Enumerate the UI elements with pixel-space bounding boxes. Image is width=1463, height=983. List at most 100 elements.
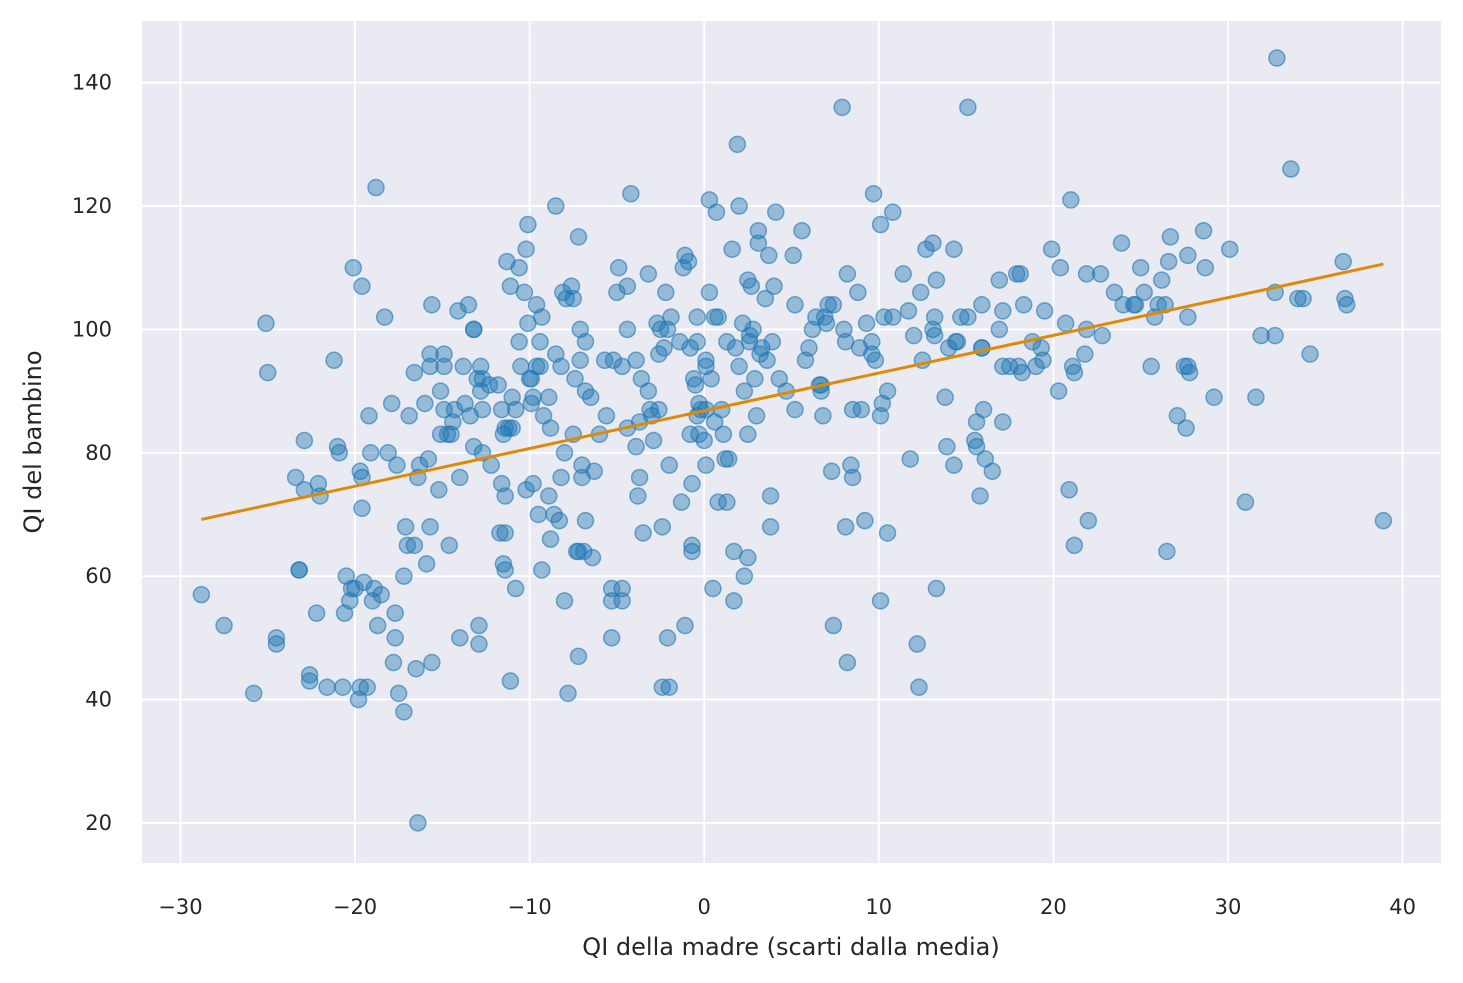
data-point [630,468,649,487]
data-point [597,407,616,425]
data-point [421,518,439,536]
data-point [547,197,565,215]
y-tick-label: 60 [85,564,112,588]
data-point [365,579,383,598]
data-point [192,585,211,604]
data-point [533,308,551,326]
data-point [496,561,514,579]
data-point [793,221,811,240]
data-point [653,678,672,696]
data-point [325,351,343,370]
grid-lines [142,21,1441,863]
data-point [257,314,275,333]
data-point [585,462,603,481]
data-point [749,221,768,240]
data-point [894,265,912,283]
data-point [739,548,757,567]
data-point [344,258,363,277]
data-point [925,326,944,345]
data-point [884,203,902,221]
data-point [719,450,738,468]
data-point [353,277,371,295]
data-point [658,629,677,647]
data-point [1196,258,1215,277]
data-point [938,437,956,456]
regression-line [201,262,1384,521]
data-point [417,555,436,573]
data-point [1161,228,1180,246]
data-point [215,616,233,635]
data-point [1062,191,1080,209]
data-point [1056,314,1075,333]
data-point [506,400,525,419]
data-point [613,592,631,610]
data-point [1112,234,1131,252]
x-tick-label: 10 [865,895,892,919]
data-point [368,616,387,635]
data-point [300,666,319,684]
data-point [440,536,459,555]
data-point [849,283,867,302]
y-tick-label: 40 [85,688,112,712]
data-point [1091,265,1110,283]
data-point [1126,296,1145,314]
data-point [353,499,371,518]
data-point [967,437,986,456]
data-point [1337,296,1356,314]
x-tick-label: −10 [507,895,551,919]
data-point [1135,283,1153,302]
data-point [911,283,930,302]
data-point [464,320,483,339]
data-point [884,308,902,326]
data-point [618,320,637,339]
data-point [700,283,719,302]
data-point [400,407,418,425]
data-point [552,357,570,376]
y-axis-label: QI del bambino [19,350,47,533]
data-point [540,487,558,505]
data-point [747,407,766,425]
data-point [258,363,277,382]
data-point [389,684,408,703]
y-tick-label: 120 [72,194,112,218]
data-point [1336,289,1354,308]
data-point [555,592,574,610]
data-point [765,277,783,295]
data-point [613,579,631,598]
y-tick-label: 80 [85,441,112,465]
data-point [1060,481,1078,499]
data-point [824,296,843,314]
data-point [290,561,308,579]
data-point [1374,511,1393,530]
data-point [491,524,509,542]
data-point [939,339,958,357]
data-point [852,400,871,419]
data-point [1179,308,1197,326]
data-point [496,524,514,542]
plot-background [142,21,1441,863]
data-point [824,616,843,635]
data-point [375,308,394,326]
data-point [1156,296,1174,314]
data-point [784,246,802,265]
data-point [346,579,364,598]
y-tick-label: 140 [72,71,112,95]
data-point [697,351,715,370]
data-point [1180,363,1199,382]
data-point [660,678,679,696]
data-point [459,296,478,314]
x-tick-label: 30 [1215,895,1242,919]
data-point [571,351,589,370]
data-point [959,308,977,326]
data-point [295,431,314,450]
data-point [679,252,698,271]
data-point [407,659,425,678]
data-point [388,456,406,474]
data-point [1177,419,1195,437]
data-point [627,351,645,370]
data-point [627,437,645,456]
data-point [1194,221,1213,240]
data-point [519,215,537,234]
data-point [360,407,378,425]
data-point [1168,407,1187,425]
